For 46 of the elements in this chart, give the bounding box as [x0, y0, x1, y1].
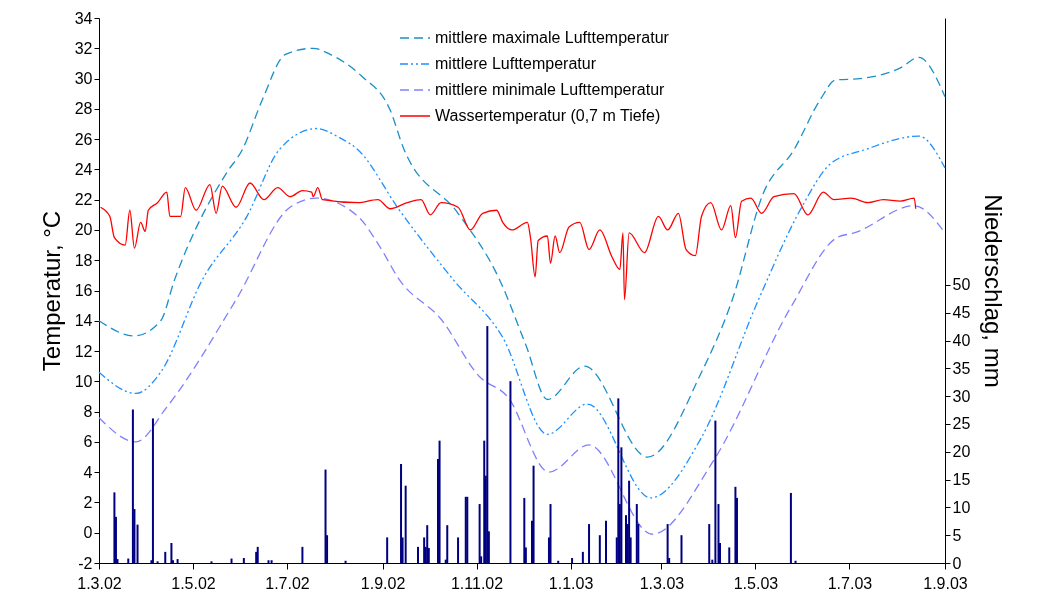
y2-tick-label: 15	[952, 471, 971, 489]
x-tick-label: 1.5.02	[171, 574, 216, 592]
y-axis-title: Temperatur, °C	[37, 210, 65, 372]
x-tick-label: 1.11.02	[450, 574, 504, 592]
legend-label: mittlere minimale Lufttemperatur	[435, 81, 666, 98]
y2-tick-label: 5	[952, 526, 962, 544]
y-tick-label: 18	[74, 251, 93, 269]
y-tick-label: 10	[74, 372, 93, 390]
y-tick-label: 6	[83, 433, 93, 451]
y2-tick-label: 50	[952, 276, 971, 294]
y-tick-label: 24	[74, 160, 93, 178]
y2-tick-label: 30	[952, 387, 971, 405]
y-tick-label: 14	[74, 312, 93, 330]
y-tick-label: 12	[74, 342, 93, 360]
x-tick-label: 1.5.03	[733, 574, 779, 592]
x-tick-label: 1.9.02	[360, 574, 406, 592]
x-tick-label: 1.7.03	[827, 574, 873, 592]
y-tick-label: 16	[74, 282, 93, 299]
x-tick-label: 1.1.03	[548, 574, 594, 592]
y-tick-label: 2	[83, 493, 93, 511]
y-tick-label: 8	[83, 403, 93, 421]
y-tick-label: 26	[74, 130, 93, 148]
y2-tick-label: 35	[952, 359, 971, 377]
y2-tick-label: 45	[952, 304, 971, 322]
x-tick-label: 1.3.03	[639, 574, 685, 592]
y-tick-label: -2	[78, 554, 93, 572]
y-tick-label: 30	[74, 70, 93, 88]
y-tick-label: 32	[74, 39, 93, 57]
legend-label: mittlere maximale Lufttemperatur	[435, 29, 670, 46]
y-tick-label: 22	[74, 191, 93, 209]
y-tick-label: 20	[74, 221, 93, 239]
legend-label: Wassertemperatur (0,7 m Tiefe)	[435, 107, 661, 124]
y2-tick-label: 10	[952, 498, 971, 516]
legend-label: mittlere Lufttemperatur	[435, 55, 597, 72]
y2-tick-label: 40	[952, 332, 971, 350]
y-tick-label: 34	[74, 9, 93, 27]
y-tick-label: 0	[83, 524, 93, 542]
y2-axis-title: Niederschlag, mm	[980, 194, 1008, 388]
x-tick-label: 1.9.03	[923, 574, 968, 592]
y2-tick-label: 20	[952, 443, 971, 461]
y2-tick-label: 25	[952, 415, 971, 433]
y2-tick-label: 0	[952, 554, 962, 572]
y-tick-label: 28	[74, 100, 93, 118]
y-tick-label: 4	[83, 463, 93, 481]
x-tick-label: 1.3.02	[77, 574, 122, 592]
x-tick-label: 1.7.02	[265, 574, 310, 592]
